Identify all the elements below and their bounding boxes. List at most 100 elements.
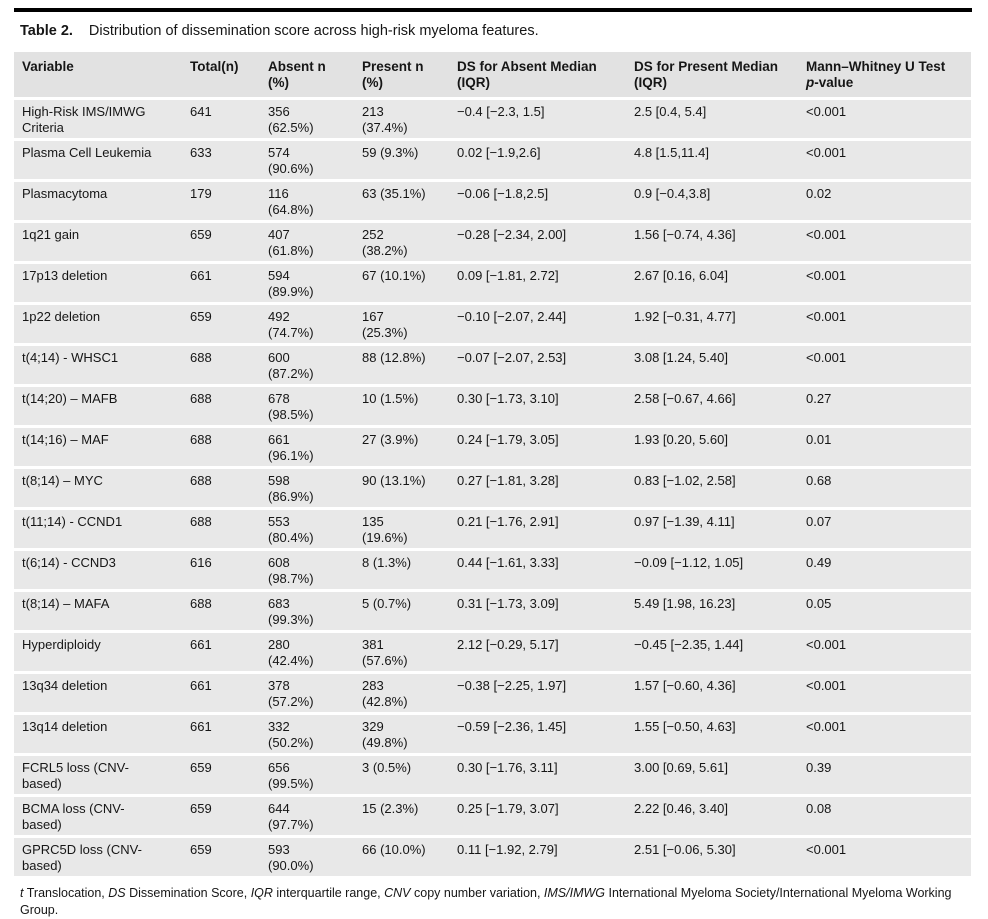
cell-absent-n: 600 (87.2%) — [260, 346, 354, 384]
cell-ds-present-median: 3.08 [1.24, 5.40] — [626, 346, 798, 384]
cell-absent-n: 553 (80.4%) — [260, 510, 354, 548]
col-header-label: Present n (%) — [362, 59, 424, 90]
cell-present-n: 67 (10.1%) — [354, 264, 449, 302]
table-body: High-Risk IMS/IMWG Criteria 641 356 (62.… — [14, 100, 971, 876]
table-row: Hyperdiploidy 661 280 (42.4%) 381 (57.6%… — [14, 633, 971, 671]
cell-variable: High-Risk IMS/IMWG Criteria — [14, 100, 182, 138]
cell-p-value: 0.05 — [798, 592, 971, 630]
cell-variable: 1q21 gain — [14, 223, 182, 261]
cell-absent-n: 608 (98.7%) — [260, 551, 354, 589]
cell-ds-absent-median: 0.25 [−1.79, 3.07] — [449, 797, 626, 835]
cell-p-value: 0.02 — [798, 182, 971, 220]
cell-absent-n: 280 (42.4%) — [260, 633, 354, 671]
cell-ds-present-median: 1.55 [−0.50, 4.63] — [626, 715, 798, 753]
cell-total-n: 688 — [182, 592, 260, 630]
col-header-mann-whitney: Mann–Whitney U Test p-value — [798, 52, 971, 97]
cell-variable: t(6;14) - CCND3 — [14, 551, 182, 589]
cell-p-value: 0.07 — [798, 510, 971, 548]
col-header-label: Mann–Whitney U Test — [806, 59, 946, 74]
table-row: BCMA loss (CNV- based) 659 644 (97.7%) 1… — [14, 797, 971, 835]
cell-p-value: 0.01 — [798, 428, 971, 466]
cell-ds-present-median: −0.45 [−2.35, 1.44] — [626, 633, 798, 671]
col-header-label: Total(n) — [190, 59, 239, 74]
cell-variable: 1p22 deletion — [14, 305, 182, 343]
table-row: t(11;14) - CCND1 688 553 (80.4%) 135 (19… — [14, 510, 971, 548]
cell-p-value: 0.49 — [798, 551, 971, 589]
cell-total-n: 661 — [182, 674, 260, 712]
cell-total-n: 616 — [182, 551, 260, 589]
cell-absent-n: 598 (86.9%) — [260, 469, 354, 507]
cell-ds-absent-median: 2.12 [−0.29, 5.17] — [449, 633, 626, 671]
cell-ds-present-median: 2.5 [0.4, 5.4] — [626, 100, 798, 138]
cell-ds-absent-median: −0.4 [−2.3, 1.5] — [449, 100, 626, 138]
cell-absent-n: 678 (98.5%) — [260, 387, 354, 425]
footnote-abbreviation: IQR — [250, 886, 273, 900]
cell-total-n: 659 — [182, 305, 260, 343]
cell-present-n: 283 (42.8%) — [354, 674, 449, 712]
col-header-label: DS for Absent Median (IQR) — [457, 59, 597, 90]
cell-p-value: <0.001 — [798, 633, 971, 671]
table-row: t(6;14) - CCND3 616 608 (98.7%) 8 (1.3%)… — [14, 551, 971, 589]
cell-present-n: 167 (25.3%) — [354, 305, 449, 343]
table-caption: Table 2. Distribution of dissemination sc… — [14, 19, 972, 49]
cell-ds-absent-median: 0.44 [−1.61, 3.33] — [449, 551, 626, 589]
cell-present-n: 8 (1.3%) — [354, 551, 449, 589]
cell-present-n: 213 (37.4%) — [354, 100, 449, 138]
cell-present-n: 66 (10.0%) — [354, 838, 449, 876]
cell-present-n: 135 (19.6%) — [354, 510, 449, 548]
footnote-abbreviation: CNV — [384, 886, 411, 900]
cell-absent-n: 378 (57.2%) — [260, 674, 354, 712]
cell-absent-n: 332 (50.2%) — [260, 715, 354, 753]
cell-ds-absent-median: 0.09 [−1.81, 2.72] — [449, 264, 626, 302]
cell-present-n: 329 (49.8%) — [354, 715, 449, 753]
cell-variable: FCRL5 loss (CNV- based) — [14, 756, 182, 794]
cell-ds-present-median: −0.09 [−1.12, 1.05] — [626, 551, 798, 589]
cell-ds-present-median: 2.51 [−0.06, 5.30] — [626, 838, 798, 876]
table-caption-label: Table 2. — [20, 23, 73, 39]
cell-ds-absent-median: 0.30 [−1.73, 3.10] — [449, 387, 626, 425]
cell-present-n: 5 (0.7%) — [354, 592, 449, 630]
cell-p-value: <0.001 — [798, 674, 971, 712]
cell-absent-n: 356 (62.5%) — [260, 100, 354, 138]
cell-present-n: 10 (1.5%) — [354, 387, 449, 425]
cell-ds-present-median: 2.58 [−0.67, 4.66] — [626, 387, 798, 425]
cell-variable: Plasma Cell Leukemia — [14, 141, 182, 179]
footnote-text: Dissemination Score, — [125, 886, 251, 900]
table-row: 13q14 deletion 661 332 (50.2%) 329 (49.8… — [14, 715, 971, 753]
cell-ds-absent-median: −0.28 [−2.34, 2.00] — [449, 223, 626, 261]
table-row: 13q34 deletion 661 378 (57.2%) 283 (42.8… — [14, 674, 971, 712]
footnote-text: Translocation, — [23, 886, 109, 900]
data-table: Variable Total(n) Absent n (%) Present n… — [14, 49, 971, 879]
cell-ds-present-median: 2.67 [0.16, 6.04] — [626, 264, 798, 302]
cell-present-n: 88 (12.8%) — [354, 346, 449, 384]
p-value-italic: p — [806, 75, 815, 90]
table-row: Plasmacytoma 179 116 (64.8%) 63 (35.1%) … — [14, 182, 971, 220]
footnote-abbreviation: t — [20, 886, 24, 900]
cell-variable: t(8;14) – MYC — [14, 469, 182, 507]
cell-p-value: 0.68 — [798, 469, 971, 507]
cell-ds-absent-median: 0.31 [−1.73, 3.09] — [449, 592, 626, 630]
cell-variable: 17p13 deletion — [14, 264, 182, 302]
table-row: 17p13 deletion 661 594 (89.9%) 67 (10.1%… — [14, 264, 971, 302]
cell-p-value: <0.001 — [798, 715, 971, 753]
col-header-ds-absent: DS for Absent Median (IQR) — [449, 52, 626, 97]
cell-absent-n: 116 (64.8%) — [260, 182, 354, 220]
cell-ds-absent-median: −0.06 [−1.8,2.5] — [449, 182, 626, 220]
cell-absent-n: 594 (89.9%) — [260, 264, 354, 302]
cell-absent-n: 661 (96.1%) — [260, 428, 354, 466]
col-header-variable: Variable — [14, 52, 182, 97]
table-row: High-Risk IMS/IMWG Criteria 641 356 (62.… — [14, 100, 971, 138]
table-row: t(8;14) – MAFA 688 683 (99.3%) 5 (0.7%) … — [14, 592, 971, 630]
cell-present-n: 252 (38.2%) — [354, 223, 449, 261]
table-row: t(14;20) – MAFB 688 678 (98.5%) 10 (1.5%… — [14, 387, 971, 425]
cell-absent-n: 492 (74.7%) — [260, 305, 354, 343]
cell-p-value: 0.27 — [798, 387, 971, 425]
cell-total-n: 688 — [182, 469, 260, 507]
cell-present-n: 3 (0.5%) — [354, 756, 449, 794]
cell-total-n: 633 — [182, 141, 260, 179]
top-rule — [14, 8, 972, 12]
cell-ds-absent-median: −0.10 [−2.07, 2.44] — [449, 305, 626, 343]
cell-present-n: 27 (3.9%) — [354, 428, 449, 466]
cell-p-value: <0.001 — [798, 838, 971, 876]
cell-ds-absent-median: 0.24 [−1.79, 3.05] — [449, 428, 626, 466]
